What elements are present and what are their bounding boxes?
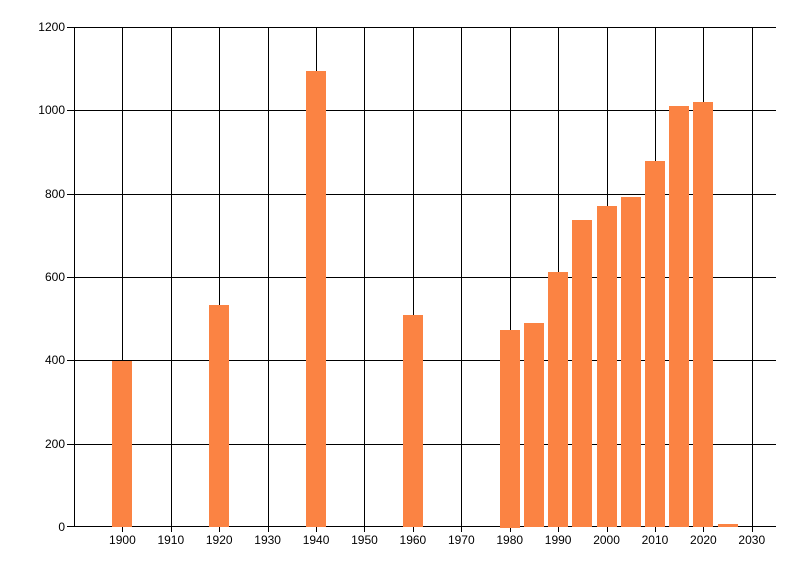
gridline-horizontal-1200 [67, 27, 776, 28]
gridline-horizontal-800 [67, 194, 776, 195]
bar-1980 [500, 330, 520, 528]
x-axis-tick-label: 1990 [544, 533, 572, 547]
bar-1900 [112, 361, 132, 527]
bar-2000 [597, 206, 617, 527]
gridline-vertical-2030 [752, 27, 753, 532]
y-axis-tick-label: 600 [44, 270, 65, 284]
y-axis-line [74, 27, 75, 527]
gridline-vertical-1960 [413, 27, 414, 532]
x-axis-tick-label: 1910 [157, 533, 185, 547]
plot-area [67, 27, 776, 532]
y-axis-tick-label: 200 [44, 436, 65, 451]
x-axis-tick-label: 1920 [205, 533, 233, 547]
y-axis-tick-label: 400 [44, 353, 65, 368]
gridline-vertical-1900 [122, 27, 123, 532]
gridline-vertical-1930 [268, 27, 269, 532]
bar-1990 [548, 272, 568, 527]
bar-2010 [645, 161, 665, 527]
bar-2025 [718, 524, 738, 527]
x-axis-tick-label: 2020 [690, 533, 717, 547]
y-axis-tick-label: 1200 [38, 20, 65, 34]
bar-1920 [209, 305, 229, 527]
x-axis-tick-label: 2010 [641, 533, 669, 547]
x-axis-tick-label: 1970 [447, 533, 475, 547]
gridline-vertical-1910 [171, 27, 172, 532]
bar-2015 [669, 106, 689, 527]
gridline-horizontal-600 [67, 277, 776, 278]
x-axis-tick-label: 1980 [496, 533, 524, 547]
y-axis-tick-label: 800 [44, 186, 65, 201]
x-axis-tick-label: 2030 [738, 533, 766, 547]
y-axis-tick-label: 0 [58, 520, 65, 534]
bar-1985 [524, 323, 544, 527]
gridline-horizontal-1000 [67, 110, 776, 111]
gridline-vertical-1920 [219, 27, 220, 532]
x-axis-tick-label: 2000 [593, 533, 620, 547]
bar-2020 [693, 102, 713, 527]
x-axis-tick-label: 1960 [399, 533, 427, 547]
bar-1995 [572, 220, 592, 527]
gridline-vertical-1950 [364, 27, 365, 532]
x-axis-tick-label: 1930 [254, 533, 281, 547]
x-axis-tick-label: 1940 [302, 533, 330, 547]
bar-2005 [621, 197, 641, 527]
y-axis-tick-label: 1000 [38, 103, 65, 118]
bar-1940 [306, 71, 326, 527]
gridline-vertical-1980 [510, 27, 511, 532]
bar-1960 [403, 315, 423, 527]
x-axis-tick-label: 1950 [351, 533, 378, 547]
x-axis-tick-label: 1900 [109, 533, 136, 547]
gridline-vertical-1970 [461, 27, 462, 532]
